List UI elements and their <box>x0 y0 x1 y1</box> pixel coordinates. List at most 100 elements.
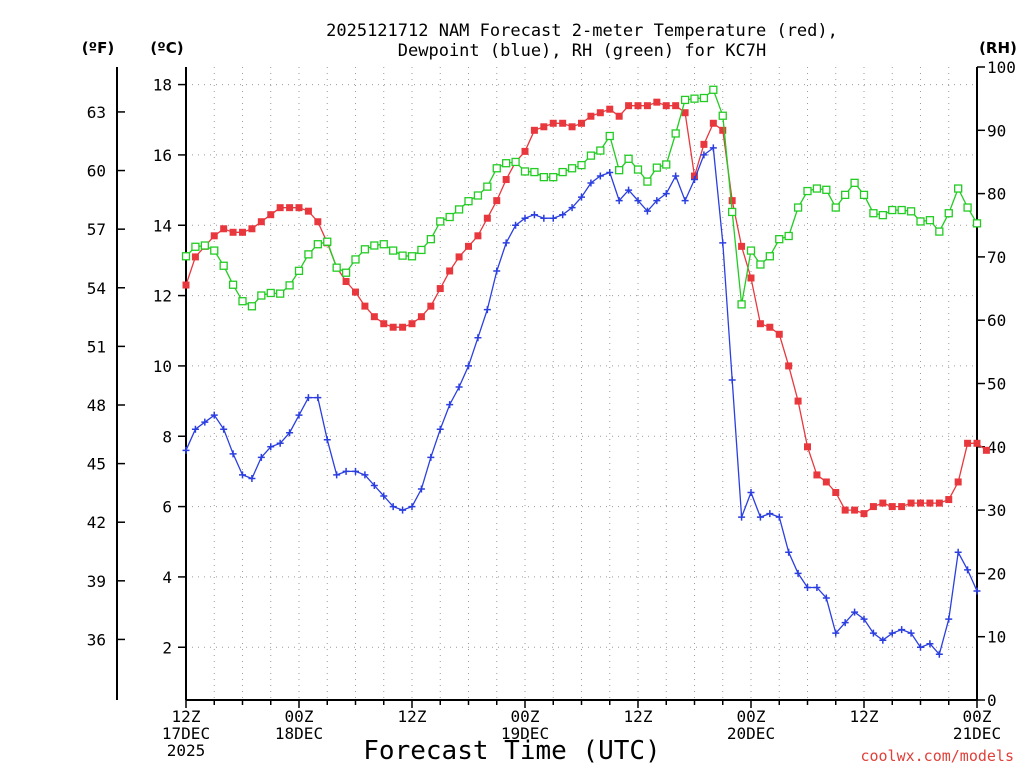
2-meter-temperature-point <box>436 285 444 293</box>
celsius-tick-label: 4 <box>162 568 172 587</box>
time-tick-label: 20DEC <box>727 724 775 743</box>
2-meter-temperature-point <box>596 109 604 117</box>
2-meter-temperature-point <box>775 330 783 338</box>
dewpoint-point <box>681 197 689 205</box>
dewpoint-point <box>295 411 303 419</box>
rh-point <box>671 129 680 138</box>
dewpoint-point <box>898 626 906 634</box>
2-meter-temperature-point <box>804 443 811 451</box>
dewpoint-point <box>709 144 717 152</box>
dewpoint-point <box>417 485 425 493</box>
2-meter-temperature-point <box>822 478 830 486</box>
rh-point <box>407 252 417 261</box>
dewpoint-point <box>785 548 793 556</box>
rh-point <box>417 245 426 255</box>
dewpoint-point <box>841 619 849 627</box>
2-meter-temperature-point <box>719 126 727 134</box>
time-tick-label: 2025 <box>167 741 206 760</box>
fahrenheit-tick-label: 51 <box>87 337 106 356</box>
dewpoint-point <box>436 425 444 433</box>
dewpoint-point <box>954 548 962 556</box>
2-meter-temperature-point <box>973 439 981 447</box>
dewpoint-point <box>756 513 764 521</box>
rh-point <box>219 261 228 270</box>
rh-point <box>511 157 520 167</box>
celsius-tick-label: 12 <box>153 287 172 306</box>
rh-point <box>906 207 916 216</box>
2-meter-temperature-point <box>276 204 284 212</box>
rh-tick-label: 30 <box>987 501 1006 520</box>
rh-point <box>313 240 322 249</box>
rh-point <box>285 281 294 290</box>
rh-point <box>718 111 727 120</box>
rh-tick-label: 100 <box>987 58 1016 77</box>
2-meter-temperature-point <box>615 112 623 120</box>
2-meter-temperature-point <box>954 478 962 486</box>
dewpoint-point <box>851 608 859 616</box>
rh-point <box>247 302 257 311</box>
rh-point <box>596 146 605 155</box>
2-meter-temperature-point <box>257 218 265 226</box>
dewpoint-point <box>380 492 388 500</box>
celsius-tick-label: 16 <box>153 146 172 165</box>
2-meter-temperature-point <box>314 218 322 226</box>
dewpoint-point <box>964 566 972 574</box>
axes <box>116 67 978 701</box>
2-meter-temperature-point <box>766 323 774 331</box>
rh-tick-label: 80 <box>987 185 1006 204</box>
dewpoint-point <box>860 615 868 623</box>
dewpoint-point <box>719 239 727 247</box>
rh-point <box>210 246 219 255</box>
2-meter-temperature-point <box>756 320 764 328</box>
2-meter-temperature-point <box>653 98 661 106</box>
rh-point <box>888 205 897 215</box>
dewpoint-point <box>257 453 265 461</box>
rh-point <box>850 178 859 187</box>
dewpoint-point <box>446 401 454 409</box>
2-meter-temperature-point <box>926 499 934 507</box>
rh-point <box>445 212 454 222</box>
rh-point <box>633 165 643 174</box>
rh-unit-label: (RH) <box>979 39 1017 57</box>
rh-point <box>812 184 822 193</box>
rh-point <box>737 300 746 309</box>
rh-point <box>756 260 765 269</box>
time-tick-label: 00Z <box>511 707 540 726</box>
2-meter-temperature-point <box>191 253 199 261</box>
rh-point <box>426 235 435 244</box>
dewpoint-point <box>587 179 595 187</box>
rh-point <box>605 131 614 141</box>
2-meter-temperature-line <box>185 101 987 515</box>
2-meter-temperature-point <box>634 102 642 110</box>
celsius-unit-label: (ºC) <box>150 39 183 57</box>
dewpoint-point <box>276 439 284 447</box>
fahrenheit-tick-label: 60 <box>87 162 106 181</box>
dewpoint-point <box>973 587 981 595</box>
2-meter-temperature-point <box>455 253 463 261</box>
dewpoint-point <box>775 513 783 521</box>
2-meter-temperature-point <box>888 503 896 511</box>
2-meter-temperature-point <box>248 225 256 233</box>
2-meter-temperature-point <box>267 211 275 219</box>
2-meter-temperature-point <box>342 278 350 286</box>
dewpoint-point <box>304 394 312 402</box>
time-tick-label: 21DEC <box>953 724 1001 743</box>
data-series <box>181 85 990 658</box>
rh-point <box>483 182 492 191</box>
dewpoint-point <box>323 436 331 444</box>
time-tick-label: 00Z <box>285 707 314 726</box>
dewpoint-point <box>728 376 736 384</box>
time-tick-label: 12Z <box>398 707 427 726</box>
rh-point <box>379 240 388 249</box>
credit-link[interactable]: coolwx.com/models <box>860 747 1014 765</box>
dewpoint-point <box>813 583 821 591</box>
2-meter-temperature-point <box>483 214 491 222</box>
dewpoint-point <box>314 394 322 402</box>
2-meter-temperature-point <box>389 323 397 331</box>
2-meter-temperature-point <box>935 499 943 507</box>
rh-point <box>191 242 200 251</box>
rh-point <box>549 172 558 182</box>
rh-point <box>680 95 690 105</box>
dewpoint-point <box>615 197 623 205</box>
